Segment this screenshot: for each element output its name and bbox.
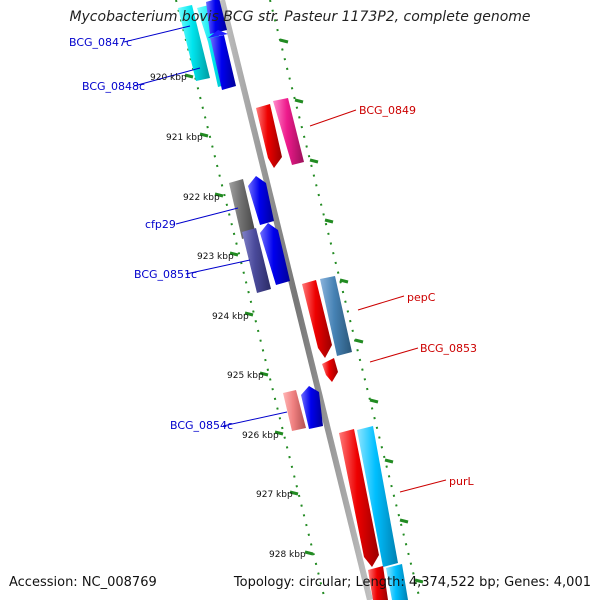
right-major-ticks [279,38,424,584]
label-BCG_0848c[interactable]: BCG_0848c [82,80,145,93]
topology-summary: Topology: circular; Length: 4,374,522 bp… [233,575,591,590]
label-BCG_0849[interactable]: BCG_0849 [359,104,416,117]
kbp-label-923: 923 kbp [197,252,234,262]
gene-BCG_0849-pair[interactable] [256,98,304,168]
gene-purL-pair[interactable] [339,426,408,600]
label-BCG_0847c[interactable]: BCG_0847c [69,36,132,49]
kbp-label-925: 925 kbp [227,371,264,381]
sequence-backbone [219,0,373,601]
kbp-label-921: 921 kbp [166,133,203,143]
kbp-labels: 920 kbp 921 kbp 922 kbp 923 kbp 924 kbp … [150,73,306,560]
kbp-label-927: 927 kbp [256,490,293,500]
kbp-label-922: 922 kbp [183,193,220,203]
kbp-label-928: 928 kbp [269,550,306,560]
gene-BCG_0854c[interactable] [283,386,323,431]
gene-BCG_0851c[interactable] [242,223,290,293]
kbp-label-924: 924 kbp [212,312,249,322]
label-purL[interactable]: purL [449,475,474,488]
gene-pepC-pair[interactable] [302,276,352,382]
label-BCG_0851c[interactable]: BCG_0851c [134,268,197,281]
kbp-label-926: 926 kbp [242,431,279,441]
reverse-gene-labels: BCG_0847c BCG_0848c cfp29 BCG_0851c BCG_… [69,36,233,432]
genome-title: Mycobacterium bovis BCG str. Pasteur 117… [69,9,531,25]
left-major-ticks [184,73,314,556]
label-BCG_0853[interactable]: BCG_0853 [420,342,477,355]
forward-label-leaders [309,109,447,493]
kbp-label-920: 920 kbp [150,73,187,83]
gene-BCG_0847c[interactable] [178,5,210,81]
label-cfp29[interactable]: cfp29 [145,218,176,231]
accession-text: Accession: NC_008769 [9,575,157,590]
label-pepC[interactable]: pepC [407,291,436,304]
left-guide-line [175,0,326,601]
gene-cfp29[interactable] [229,176,274,239]
gene-BCG_0848c[interactable] [197,0,236,90]
forward-gene-labels: BCG_0849 pepC BCG_0853 purL [359,104,477,488]
label-BCG_0854c[interactable]: BCG_0854c [170,419,233,432]
reverse-label-leaders [123,25,288,427]
